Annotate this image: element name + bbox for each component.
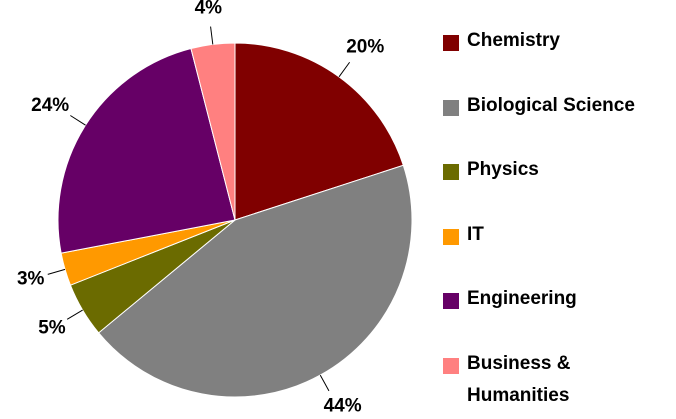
legend-label: Business & Humanities <box>467 352 571 406</box>
legend-item: Physics <box>443 159 676 224</box>
legend-label: Physics <box>467 159 539 180</box>
pie-slice <box>97 164 413 398</box>
legend-item: IT <box>443 224 676 289</box>
legend-item: Business & Humanities <box>443 353 676 418</box>
legend: Chemistry Biological Science Physics IT Engi… <box>443 30 676 417</box>
legend-swatch <box>443 293 459 309</box>
leader-line <box>47 268 66 275</box>
leader-line <box>210 26 214 45</box>
legend-swatch <box>443 164 459 180</box>
legend-label: IT <box>467 223 484 245</box>
data-label: 20% <box>346 37 384 58</box>
leader-line <box>319 374 330 392</box>
legend-item: Chemistry <box>443 30 676 95</box>
legend-label: Engineering <box>467 288 577 309</box>
legend-swatch <box>443 357 459 374</box>
legend-label: Chemistry <box>467 30 560 51</box>
legend-swatch <box>443 228 459 245</box>
data-label: 3% <box>17 268 45 289</box>
data-label: 24% <box>31 95 69 116</box>
leader-line <box>66 309 83 320</box>
legend-item: Engineering <box>443 288 676 353</box>
pie-slice <box>190 42 236 221</box>
legend-swatch <box>443 35 459 51</box>
pie-slice <box>57 47 236 254</box>
leader-line <box>338 61 351 78</box>
pie-slice <box>234 42 404 221</box>
data-label: 44% <box>324 396 362 417</box>
legend-swatch <box>443 99 459 116</box>
data-label: 5% <box>38 317 66 338</box>
data-label: 4% <box>195 0 223 19</box>
leader-line <box>70 115 86 126</box>
legend-label: Biological Science <box>467 94 635 116</box>
legend-item: Biological Science <box>443 95 676 160</box>
